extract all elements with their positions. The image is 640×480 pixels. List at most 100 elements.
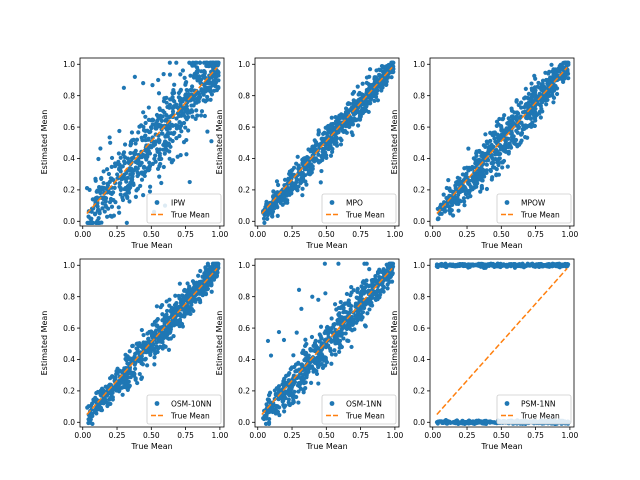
scatter-point	[188, 311, 193, 317]
scatter-point	[266, 421, 272, 426]
scatter-point	[161, 343, 166, 348]
scatter-point	[366, 284, 371, 289]
scatter-point	[164, 312, 169, 317]
scatter-point	[488, 167, 493, 173]
y-tick-label: 0.0	[413, 418, 425, 427]
scatter-point	[98, 146, 103, 151]
scatter-point	[355, 289, 360, 295]
scatter-point	[299, 306, 304, 311]
legend-box	[496, 193, 572, 224]
scatter-point	[86, 420, 91, 426]
scatter-point	[532, 115, 537, 121]
scatter-point	[214, 270, 219, 275]
scatter-point	[547, 69, 552, 74]
scatter-point	[133, 141, 138, 146]
legend-label-true-mean: True Mean	[520, 210, 560, 219]
scatter-point	[375, 98, 381, 103]
scatter-point	[538, 115, 543, 120]
scatter-point	[123, 356, 128, 362]
y-axis-label: Estimated Mean	[40, 110, 49, 175]
scatter-point	[122, 376, 128, 381]
scatter-point	[136, 130, 141, 135]
scatter-point	[317, 332, 322, 337]
scatter-point	[166, 324, 171, 329]
scatter-point	[176, 90, 182, 96]
scatter-point	[533, 88, 538, 93]
scatter-point	[362, 286, 367, 291]
scatter-point	[269, 205, 274, 210]
scatter-point	[117, 381, 122, 387]
scatter-point	[449, 199, 454, 204]
scatter-point	[191, 297, 196, 302]
scatter-point	[215, 69, 221, 74]
scatter-point	[551, 73, 556, 78]
scatter-point	[172, 307, 178, 313]
scatter-point	[445, 200, 450, 205]
scatter-point	[175, 123, 180, 128]
scatter-point	[145, 363, 150, 368]
scatter-point	[152, 355, 157, 360]
scatter-point	[154, 323, 160, 328]
scatter-point	[332, 137, 337, 142]
scatter-point	[504, 264, 509, 269]
x-tick-label: 1.00	[562, 431, 579, 440]
y-tick-label: 1.0	[413, 261, 425, 270]
subplot-psm-1nn: 0.00 0.25 0.50 0.75 1.00 0.0 0.2 0.4 0.6 0.8 1.0 Tr…	[390, 258, 579, 451]
scatter-point	[158, 161, 163, 167]
scatter-point	[167, 303, 172, 308]
scatter-point	[545, 97, 550, 102]
scatter-point	[342, 309, 347, 314]
scatter-point	[189, 302, 194, 308]
scatter-point	[338, 142, 344, 147]
scatter-point	[171, 334, 176, 339]
scatter-point	[541, 86, 546, 91]
scatter-point	[355, 84, 360, 89]
scatter-point	[202, 75, 207, 80]
scatter-point	[105, 214, 110, 219]
scatter-point	[209, 60, 214, 65]
scatter-point	[153, 153, 158, 158]
y-tick-label: 1.0	[63, 261, 75, 270]
scatter-point	[367, 307, 372, 312]
scatter-point	[378, 292, 383, 297]
scatter-point	[154, 328, 159, 333]
scatter-point	[115, 172, 120, 177]
scatter-point	[193, 116, 198, 121]
scatter-point	[355, 295, 360, 301]
scatter-point	[268, 353, 274, 358]
scatter-point	[143, 120, 148, 126]
scatter-point	[492, 136, 497, 141]
scatter-point	[460, 172, 465, 177]
scatter-point	[159, 118, 164, 123]
scatter-point	[209, 139, 214, 144]
scatter-point	[446, 178, 451, 183]
scatter-point	[333, 352, 338, 357]
true-mean-line	[261, 66, 393, 214]
scatter-point	[458, 188, 463, 193]
scatter-point	[183, 81, 188, 86]
axes-frame	[429, 57, 575, 227]
scatter-point	[157, 326, 162, 331]
legend-label-method: OSM-10NN	[171, 399, 212, 408]
scatter-point	[195, 113, 200, 118]
scatter-point	[197, 60, 203, 65]
scatter-point	[214, 73, 220, 79]
scatter-point	[370, 292, 376, 297]
scatter-point	[359, 293, 364, 298]
scatter-point	[108, 196, 114, 202]
scatter-point	[133, 148, 138, 153]
scatter-point	[276, 182, 281, 188]
scatter-point	[362, 261, 367, 266]
scatter-point	[140, 357, 145, 362]
scatter-point	[329, 134, 334, 139]
scatter-point	[357, 315, 362, 320]
scatter-point	[198, 113, 204, 118]
scatter-point	[334, 143, 340, 148]
legend-marker-scatter	[329, 401, 335, 406]
subplot-mpo: 0.00 0.25 0.50 0.75 1.00 0.0 0.2 0.4 0.6 0.8 1.0 Tr…	[215, 57, 403, 250]
scatter-point	[104, 393, 110, 398]
scatter-point	[159, 131, 164, 136]
scatter-point	[128, 185, 133, 190]
scatter-point	[346, 298, 351, 303]
scatter-point	[127, 349, 132, 354]
